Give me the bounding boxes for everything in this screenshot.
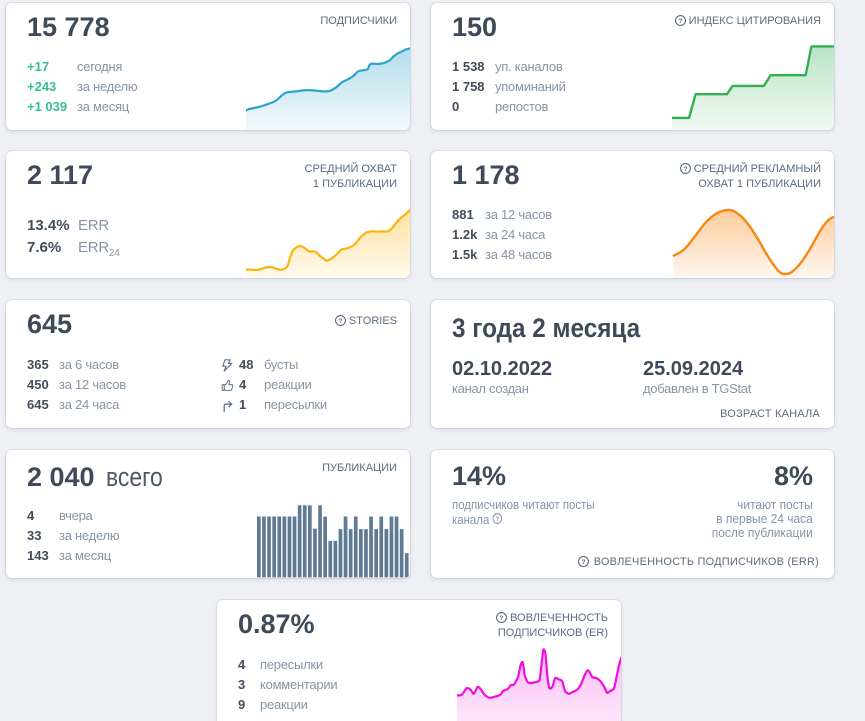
svg-text:?: ? (581, 559, 585, 566)
svg-text:?: ? (496, 515, 500, 522)
svg-text:?: ? (499, 615, 503, 622)
svg-text:?: ? (338, 318, 342, 325)
svg-text:?: ? (683, 166, 687, 173)
svg-text:?: ? (678, 18, 682, 25)
